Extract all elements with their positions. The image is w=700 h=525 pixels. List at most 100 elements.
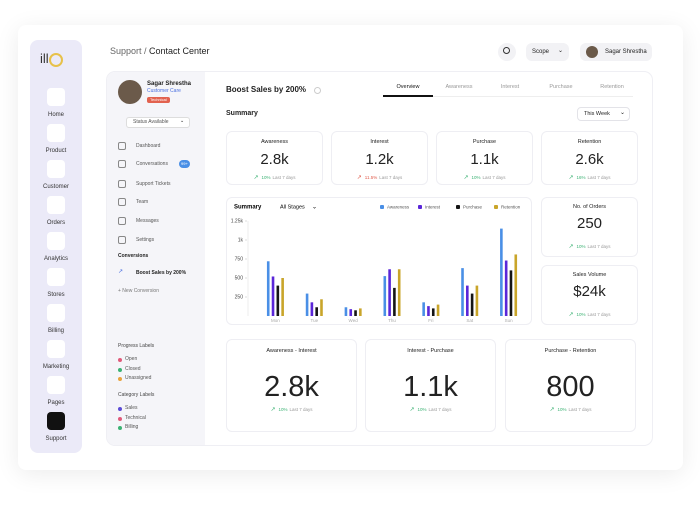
chart-filter-caret[interactable]: ⌄ <box>312 205 317 211</box>
search-button[interactable] <box>498 43 516 61</box>
bar <box>276 285 280 316</box>
y-tick-label: 250 <box>235 294 244 300</box>
label-dot <box>118 416 122 421</box>
conversion-active-label[interactable]: Boost Sales by 200% <box>136 270 187 276</box>
page-title: Contact Center <box>149 46 210 56</box>
nav-icon[interactable] <box>47 88 65 106</box>
label-text: Sales <box>125 405 138 411</box>
bar <box>509 270 513 316</box>
menu: Dashboard Conversations 99+ Support Tickets… <box>107 138 205 248</box>
nav-label[interactable]: Analytics <box>43 256 68 262</box>
main-title: Boost Sales by 200% <box>226 85 307 94</box>
new-conversion[interactable]: + New Conversion <box>118 288 159 294</box>
tab[interactable]: Awareness <box>445 84 473 90</box>
menu-label[interactable]: Messages <box>136 218 159 224</box>
legend-swatch <box>380 205 384 209</box>
nav-icon[interactable] <box>47 232 65 250</box>
nav-icon[interactable] <box>47 124 65 142</box>
chart-title: Summary <box>234 205 262 211</box>
nav-label[interactable]: Stores <box>47 292 65 298</box>
legend-swatch <box>456 205 460 209</box>
menu-label[interactable]: Settings <box>136 237 155 243</box>
nav-icon[interactable] <box>47 376 65 394</box>
x-tick-label: Fri <box>428 318 433 323</box>
nav-label[interactable]: Pages <box>47 400 65 406</box>
category-labels: Sales Technical Billing <box>118 406 198 436</box>
bar <box>281 278 284 316</box>
info-icon <box>314 87 321 94</box>
menu-icon[interactable] <box>118 236 126 244</box>
nav-label[interactable]: Customer <box>42 184 69 190</box>
label-text: Closed <box>125 365 141 372</box>
bar <box>393 287 396 316</box>
menu-icon[interactable] <box>118 180 126 188</box>
label-dot <box>118 367 122 372</box>
profile-role: Customer Care <box>147 88 181 94</box>
tab[interactable]: Interest <box>500 84 520 90</box>
x-tick-label: Sat <box>466 318 474 323</box>
user-menu[interactable]: Sagar Shrestha <box>580 43 652 61</box>
x-tick-label: Thu <box>388 318 396 323</box>
scope-label: Scope <box>532 49 550 55</box>
user-name: Sagar Shrestha <box>605 49 647 55</box>
nav-icon[interactable] <box>47 412 65 430</box>
status-select[interactable]: Status Available ⌄ <box>126 117 190 128</box>
menu-icon[interactable] <box>118 160 126 168</box>
bar <box>359 308 362 316</box>
nav-icon[interactable] <box>47 268 65 286</box>
logo: ill <box>40 52 63 67</box>
nav-icon[interactable] <box>47 160 65 178</box>
conversion-active[interactable]: ↗ <box>118 269 124 275</box>
progress-labels-title: Progress Labels <box>118 343 155 349</box>
profile-tag: Technical <box>147 97 170 103</box>
bar <box>271 276 275 316</box>
category-labels-title: Category Labels <box>118 392 155 398</box>
label-dot <box>118 426 122 430</box>
nav-label[interactable]: Marketing <box>42 364 70 370</box>
menu-badge: 99+ <box>179 160 190 168</box>
profile-name: Sagar Shrestha <box>147 81 192 87</box>
nav-icon[interactable] <box>47 304 65 322</box>
bar <box>388 269 391 316</box>
nav-label[interactable]: Product <box>45 148 67 154</box>
scope-select[interactable]: Scope ⌄ <box>526 43 569 61</box>
legend-swatch <box>418 205 422 209</box>
label-text: Open <box>125 356 138 362</box>
breadcrumb[interactable]: Support / <box>110 46 147 56</box>
label-dot <box>118 377 122 381</box>
label-text: Billing <box>125 424 139 430</box>
tab-underline <box>383 95 433 97</box>
nav-icon[interactable] <box>47 196 65 214</box>
legend-label: Awareness <box>387 205 410 210</box>
nav-label[interactable]: Home <box>47 112 64 118</box>
bar <box>431 308 435 316</box>
menu-icon[interactable] <box>118 217 126 225</box>
bar <box>310 302 314 316</box>
tab[interactable]: Purchase <box>549 84 573 90</box>
menu-label[interactable]: Dashboard <box>136 143 161 149</box>
nav-label[interactable]: Orders <box>46 220 66 226</box>
menu-label[interactable]: Conversations <box>136 161 168 167</box>
chart-filter[interactable]: All Stages <box>280 204 305 210</box>
menu-label[interactable]: Team <box>136 199 149 205</box>
bar <box>461 268 464 316</box>
bar <box>383 276 387 316</box>
tab[interactable]: Retention <box>600 84 624 90</box>
menu-label[interactable]: Support Tickets <box>136 181 171 187</box>
bar <box>504 260 508 316</box>
bar <box>422 302 425 316</box>
nav-label[interactable]: Support <box>45 436 67 442</box>
period-select[interactable]: This Week ⌄ <box>577 107 630 121</box>
nav-label[interactable]: Billing <box>47 328 64 334</box>
menu-icon[interactable] <box>118 198 126 206</box>
nav-icon[interactable] <box>47 340 65 358</box>
tab[interactable]: Overview <box>396 84 420 90</box>
y-tick-label: 500 <box>235 275 244 281</box>
x-tick-label: Wed <box>349 318 359 323</box>
bar <box>397 269 401 316</box>
menu-icon[interactable] <box>118 142 126 150</box>
bar <box>344 307 348 316</box>
legend-label: Purchase <box>463 205 483 210</box>
bar <box>427 306 430 316</box>
bar <box>305 293 309 316</box>
